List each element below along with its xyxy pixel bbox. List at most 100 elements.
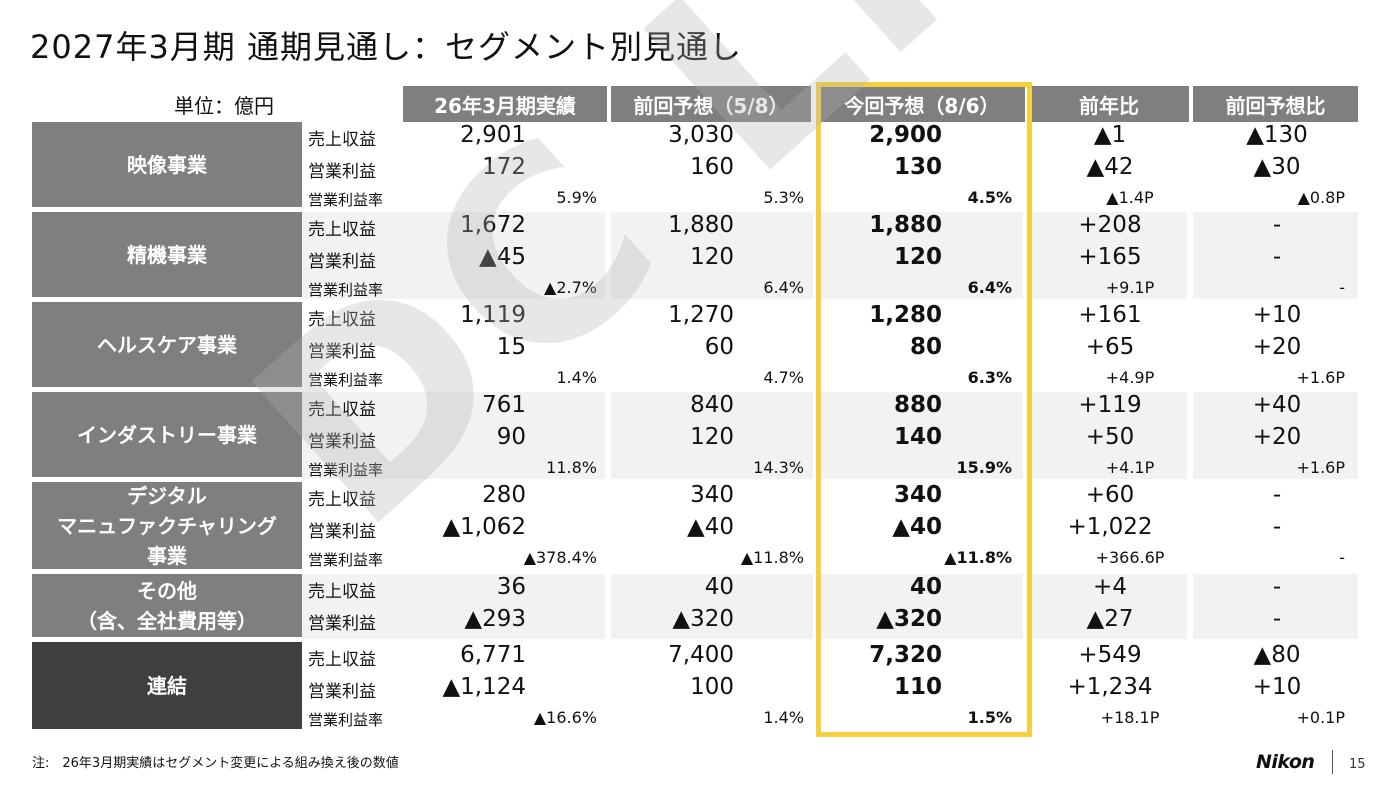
row-label-margin: 営業利益率 xyxy=(308,461,384,479)
current-forecast-highlight xyxy=(816,82,1032,737)
value-cell-sales: 1,280 xyxy=(869,302,942,328)
value-cell-margin: 15.9% xyxy=(956,458,1012,477)
value-cell-sales: 1,672 xyxy=(460,212,526,238)
value-cell-profit: +10 xyxy=(1252,674,1302,700)
value-cell-sales: ▲1 xyxy=(1093,122,1127,148)
segment-label: 連結 xyxy=(32,642,302,729)
value-cell-sales: +40 xyxy=(1252,392,1302,418)
value-cell-profit: +65 xyxy=(1085,334,1135,360)
value-cell-margin: ▲378.4% xyxy=(523,548,597,567)
row-label-profit: 営業利益 xyxy=(308,522,376,542)
row-band xyxy=(302,574,1358,640)
value-cell-sales: 340 xyxy=(690,482,734,508)
row-band xyxy=(302,212,1358,300)
value-cell-margin: +1.6P xyxy=(1296,458,1346,477)
value-cell-profit: - xyxy=(1272,514,1282,540)
value-cell-profit: ▲1,062 xyxy=(442,514,526,540)
row-label-margin: 営業利益率 xyxy=(308,551,384,569)
row-label-sales: 売上収益 xyxy=(308,220,376,240)
value-cell-sales: 280 xyxy=(482,482,526,508)
value-cell-sales: 2,901 xyxy=(460,122,526,148)
segment-label: 映像事業 xyxy=(32,122,302,207)
value-cell-sales: +10 xyxy=(1252,302,1302,328)
value-cell-sales: 7,400 xyxy=(668,642,734,668)
row-label-sales: 売上収益 xyxy=(308,650,376,670)
row-divider xyxy=(302,479,1358,482)
value-cell-profit: 90 xyxy=(496,424,526,450)
value-cell-sales: ▲80 xyxy=(1253,642,1301,668)
row-label-sales: 売上収益 xyxy=(308,400,376,420)
unit-label: 単位：億円 xyxy=(174,94,274,118)
col-header-curr-forecast: 今回予想（8/6） xyxy=(819,86,1025,122)
value-cell-margin: 5.9% xyxy=(556,188,597,207)
value-cell-profit: 80 xyxy=(909,334,942,360)
value-cell-sales: 6,771 xyxy=(460,642,526,668)
row-label-profit: 営業利益 xyxy=(308,432,376,452)
row-band xyxy=(302,392,1358,480)
value-cell-profit: ▲320 xyxy=(672,606,734,632)
value-cell-sales: 840 xyxy=(690,392,734,418)
value-cell-margin: +1.6P xyxy=(1296,368,1346,387)
value-cell-profit: ▲1,124 xyxy=(442,674,526,700)
value-cell-margin: +4.9P xyxy=(1105,368,1155,387)
value-cell-margin: +0.1P xyxy=(1296,708,1346,727)
col-header-actual: 26年3月期実績 xyxy=(403,86,607,122)
value-cell-margin: 11.8% xyxy=(546,458,597,477)
value-cell-sales: - xyxy=(1272,482,1282,508)
row-label-sales: 売上収益 xyxy=(308,582,376,602)
value-cell-margin: 4.5% xyxy=(967,188,1012,207)
page-title: 2027年3月期 通期見通し：セグメント別見通し xyxy=(30,28,742,66)
value-cell-sales: 761 xyxy=(482,392,526,418)
value-cell-profit: +20 xyxy=(1252,334,1302,360)
value-cell-profit: +50 xyxy=(1085,424,1135,450)
value-cell-sales: 1,880 xyxy=(668,212,734,238)
value-cell-margin: +18.1P xyxy=(1100,708,1160,727)
segment-label: 精機事業 xyxy=(32,212,302,297)
value-cell-profit: 120 xyxy=(893,244,942,270)
row-divider xyxy=(302,389,1358,392)
value-cell-sales: ▲130 xyxy=(1246,122,1308,148)
value-cell-sales: +119 xyxy=(1078,392,1142,418)
row-label-profit: 営業利益 xyxy=(308,162,376,182)
value-cell-margin: 5.3% xyxy=(763,188,804,207)
value-cell-sales: 3,030 xyxy=(668,122,734,148)
row-label-margin: 営業利益率 xyxy=(308,371,384,389)
row-label-profit: 営業利益 xyxy=(308,342,376,362)
value-cell-margin: ▲1.4P xyxy=(1106,188,1154,207)
value-cell-profit: 100 xyxy=(690,674,734,700)
value-cell-profit: ▲30 xyxy=(1253,154,1301,180)
value-cell-margin: 1.4% xyxy=(763,708,804,727)
value-cell-margin: 4.7% xyxy=(763,368,804,387)
value-cell-sales: +60 xyxy=(1085,482,1135,508)
value-cell-profit: +1,234 xyxy=(1067,674,1153,700)
value-cell-profit: +165 xyxy=(1078,244,1142,270)
row-divider xyxy=(302,639,1358,642)
value-cell-profit: ▲320 xyxy=(876,606,942,632)
value-cell-margin: 6.4% xyxy=(763,278,804,297)
value-cell-profit: ▲27 xyxy=(1086,606,1134,632)
col-header-vs-prev: 前回予想比 xyxy=(1193,86,1358,122)
value-cell-margin: ▲16.6% xyxy=(533,708,597,727)
value-cell-sales: +161 xyxy=(1078,302,1142,328)
value-cell-margin: +9.1P xyxy=(1105,278,1155,297)
nikon-logo: Nikon xyxy=(1256,751,1315,773)
row-divider xyxy=(302,299,1358,302)
value-cell-margin: 1.4% xyxy=(556,368,597,387)
value-cell-margin: ▲11.8% xyxy=(740,548,804,567)
value-cell-sales: 36 xyxy=(496,574,526,600)
column-gap xyxy=(605,122,611,733)
value-cell-profit: 172 xyxy=(482,154,526,180)
value-cell-sales: - xyxy=(1272,212,1282,238)
value-cell-sales: +4 xyxy=(1093,574,1127,600)
value-cell-profit: - xyxy=(1272,244,1282,270)
row-label-sales: 売上収益 xyxy=(308,130,376,150)
column-gap xyxy=(1023,122,1029,733)
value-cell-sales: +208 xyxy=(1078,212,1142,238)
value-cell-sales: 40 xyxy=(909,574,942,600)
value-cell-margin: 6.4% xyxy=(967,278,1012,297)
value-cell-profit: +1,022 xyxy=(1067,514,1153,540)
segment-label: その他 （含、全社費用等） xyxy=(32,574,302,637)
value-cell-profit: 130 xyxy=(893,154,942,180)
value-cell-margin: 1.5% xyxy=(967,708,1012,727)
value-cell-profit: ▲45 xyxy=(479,244,526,270)
